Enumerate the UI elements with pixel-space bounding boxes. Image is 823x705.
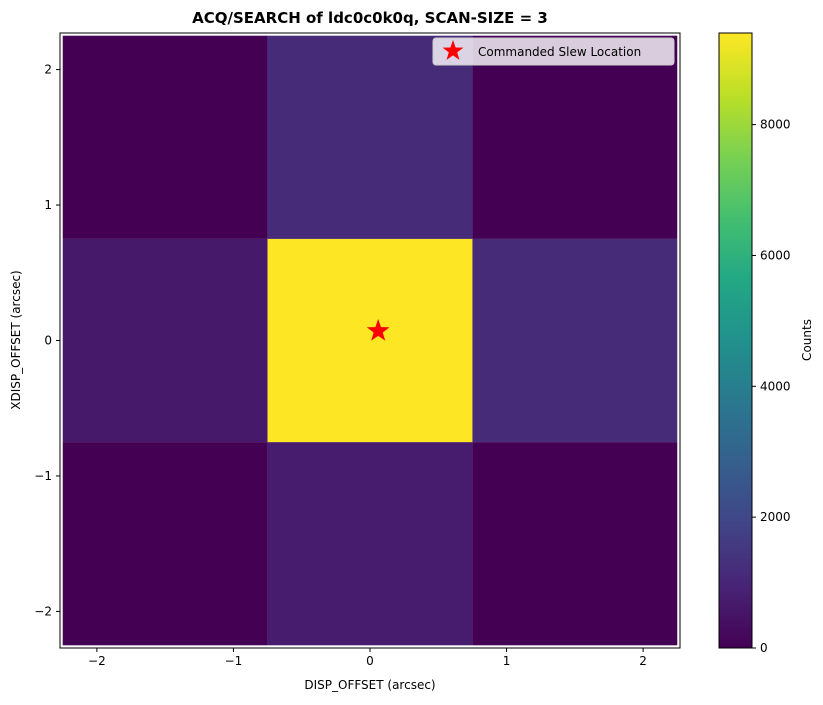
y-tick-label: 1 — [44, 198, 52, 212]
y-axis-label: XDISP_OFFSET (arcsec) — [9, 270, 23, 409]
y-tick-label: 2 — [44, 63, 52, 77]
heatmap-cell — [267, 35, 473, 239]
heatmap-cell — [472, 442, 678, 646]
x-tick-label: −2 — [88, 654, 106, 668]
heatmap-cell — [62, 442, 268, 646]
legend: Commanded Slew Location — [432, 37, 675, 66]
heatmap-cell — [472, 238, 678, 443]
y-tick-label: 0 — [44, 334, 52, 348]
y-tick-label: −2 — [34, 604, 52, 618]
marker-layer — [366, 319, 390, 341]
colorbar-tick-label: 0 — [760, 641, 768, 655]
y-tick-label: −1 — [34, 469, 52, 483]
x-tick-label: 2 — [639, 654, 647, 668]
heatmap-cell — [267, 238, 473, 443]
heatmap-cell — [472, 35, 678, 239]
legend-star-icon — [442, 40, 464, 60]
x-tick-label: −1 — [225, 654, 243, 668]
heatmap-cell — [267, 442, 473, 646]
y-axis-ticks: −2 −1 0 1 2 — [34, 63, 60, 618]
x-axis-ticks: −2 −1 0 1 2 — [88, 648, 647, 668]
colorbar-tick-label: 2000 — [760, 510, 791, 524]
heatmap-cell — [62, 238, 268, 443]
colorbar-label: Counts — [800, 319, 814, 361]
heatmap-cells — [62, 35, 678, 646]
colorbar-tick-label: 6000 — [760, 248, 791, 262]
legend-label: Commanded Slew Location — [478, 45, 641, 59]
x-tick-label: 0 — [366, 654, 374, 668]
colorbar-tick-label: 4000 — [760, 379, 791, 393]
legend-box — [432, 37, 675, 66]
heatmap-cell — [62, 35, 268, 239]
commanded-slew-marker — [366, 319, 390, 341]
x-tick-label: 1 — [503, 654, 511, 668]
x-axis-label: DISP_OFFSET (arcsec) — [304, 678, 435, 692]
colorbar-ticks: 0 2000 4000 6000 8000 — [752, 118, 791, 655]
colorbar — [718, 32, 753, 649]
colorbar-tick-label: 8000 — [760, 118, 791, 132]
chart-title: ACQ/SEARCH of ldc0c0k0q, SCAN-SIZE = 3 — [192, 9, 548, 27]
